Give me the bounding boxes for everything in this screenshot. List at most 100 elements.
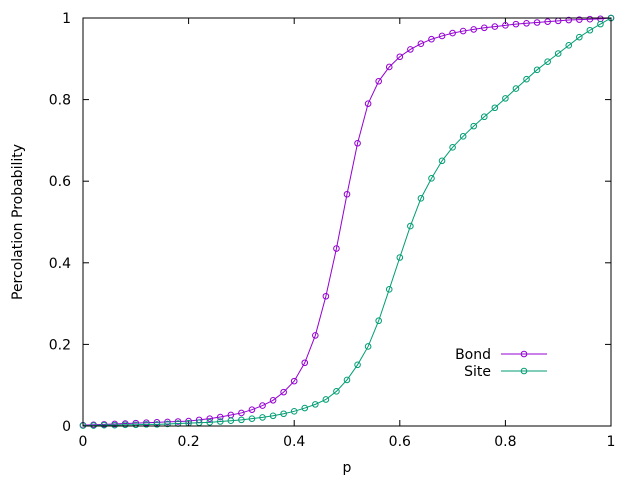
y-tick-label: 0 [62,419,71,435]
series-layer [79,14,615,429]
y-tick-label: 0.6 [49,174,71,190]
data-point-bond [576,16,583,23]
data-point-bond [153,419,161,426]
data-point-bond [238,409,245,417]
plot-frame [82,17,612,427]
data-point-site [216,418,224,425]
series-bond [79,14,615,429]
data-point-site [143,421,150,428]
data-point-bond [343,190,351,198]
data-point-site [343,376,351,384]
data-point-bond [312,332,319,339]
series-site [79,14,615,429]
data-point-site [280,410,287,418]
data-point-site [565,42,573,49]
data-point-bond [333,245,340,252]
data-point-site [385,286,393,293]
data-point-bond [185,417,192,425]
data-point-site [597,20,604,28]
x-tick-label: 0.8 [494,434,516,450]
data-point-bond [216,413,224,421]
data-point-bond [449,29,456,37]
data-point-bond [428,35,435,43]
data-point-site [333,388,340,395]
data-point-site [375,317,382,325]
data-point-bond [523,20,530,27]
data-point-site [576,33,583,41]
legend-marker [520,367,528,375]
data-point-bond [248,406,256,413]
series-line-site [83,17,612,427]
data-point-site [132,421,140,429]
legend-item-site: Site [464,364,547,380]
data-point-bond [407,46,414,53]
data-point-bond [206,415,214,422]
data-point-site [354,361,361,369]
data-point-bond [470,26,478,33]
data-point-site [407,222,414,230]
data-point-site [248,415,256,422]
data-point-site [586,26,594,34]
data-point-bond [322,292,330,300]
data-point-site [533,66,541,74]
y-tick-label: 1 [62,11,71,27]
data-point-site [396,254,404,261]
x-tick-label: 0.6 [389,434,411,450]
data-point-site [449,144,456,151]
data-point-site [301,404,309,412]
y-tick-label: 0.8 [49,93,71,109]
data-point-bond [459,27,467,35]
data-point-site [417,195,425,202]
data-point-bond [259,402,266,409]
x-axis-label: p [343,460,352,476]
y-axis-label: Percolation Probability [10,144,26,300]
data-point-bond [417,40,425,48]
data-point-bond [269,396,277,404]
data-point-site [480,113,488,121]
data-point-site [438,157,446,165]
data-point-bond [290,377,298,385]
legend-label: Bond [455,347,491,363]
data-point-site [269,412,277,420]
data-point-site [428,175,435,182]
data-point-site [470,122,478,130]
y-tick-label: 0.4 [49,256,71,272]
data-point-site [491,104,499,112]
data-point-bond [512,20,520,28]
data-point-site [502,95,509,102]
data-point-site [364,343,372,350]
axis-ticks: 0 0.2 0.4 0.6 0.8 1 0 0.2 0.4 0.6 0.8 1 [49,11,616,450]
data-point-bond [480,24,488,32]
data-point-site [312,401,319,408]
data-point-site [121,421,129,429]
legend-item-bond: Bond [455,347,547,363]
data-point-bond [491,23,499,30]
data-point-bond [364,100,372,107]
data-point-site [322,396,330,403]
data-point-bond [385,63,393,71]
series-line-bond [82,17,612,426]
data-point-bond [396,53,404,61]
data-point-site [227,417,235,424]
data-point-bond [586,15,594,23]
data-point-site [100,421,108,429]
x-tick-label: 0.2 [177,434,199,450]
y-tick-label: 0.2 [49,337,71,353]
data-point-bond [164,418,171,426]
data-point-bond [544,18,551,25]
data-point-bond [375,77,382,85]
legend-marker [520,350,528,358]
legend-label: Site [464,364,491,380]
x-tick-label: 0.4 [283,434,305,450]
data-point-bond [354,139,361,147]
data-point-site [544,58,551,65]
data-point-site [238,416,245,424]
data-point-bond [438,32,446,40]
data-point-site [259,414,266,421]
data-point-bond [174,418,182,425]
data-point-site [554,50,562,57]
data-point-site [111,421,118,429]
x-tick-label: 0 [79,434,88,450]
